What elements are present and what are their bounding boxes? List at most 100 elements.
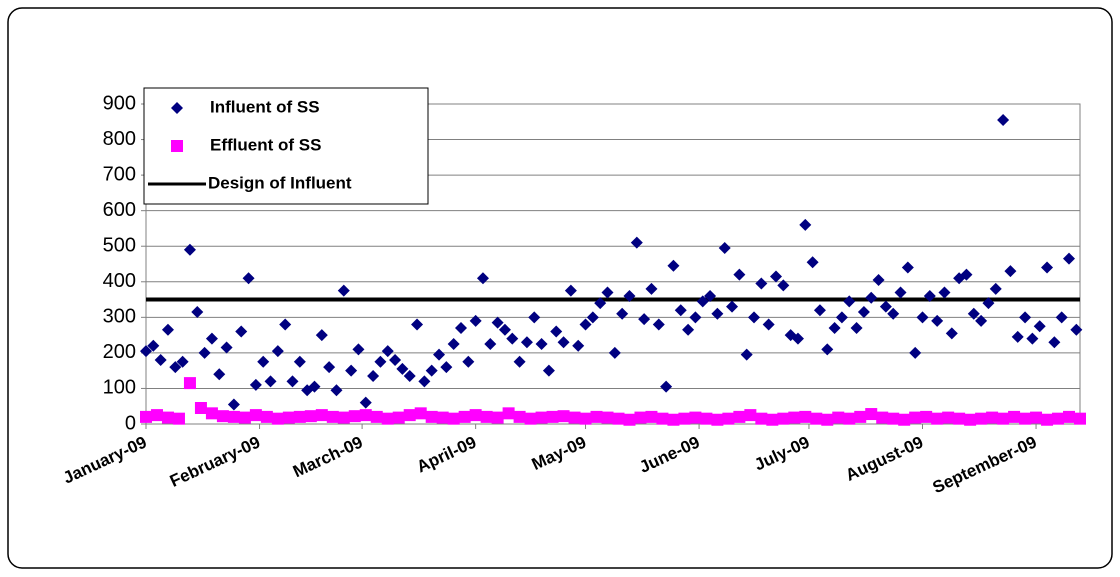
influent-point (161, 323, 174, 336)
influent-point (330, 384, 343, 397)
influent-point (257, 355, 270, 368)
influent-point (345, 364, 358, 377)
influent-point (572, 339, 585, 352)
effluent-point (678, 412, 691, 425)
influent-point (909, 346, 922, 359)
influent-point (242, 272, 255, 285)
effluent-point (887, 412, 900, 425)
effluent-point (271, 412, 284, 425)
influent-point (520, 336, 533, 349)
effluent-point (634, 411, 647, 424)
effluent-point (425, 410, 438, 423)
effluent-point (579, 412, 592, 425)
effluent-point (821, 413, 834, 426)
influent-point (169, 361, 182, 374)
effluent-point (260, 410, 273, 423)
effluent-point (513, 410, 526, 423)
influent-point (433, 348, 446, 361)
effluent-point (491, 411, 504, 424)
effluent-point (601, 411, 614, 424)
influent-point (1033, 320, 1046, 333)
effluent-point (1030, 411, 1043, 424)
influent-point (1055, 311, 1068, 324)
influent-point (462, 355, 475, 368)
effluent-point (667, 413, 680, 426)
effluent-point (568, 411, 581, 424)
y-tick-label: 200 (103, 341, 136, 363)
effluent-point (359, 409, 372, 422)
influent-point (359, 396, 372, 409)
effluent-point (810, 412, 823, 425)
influent-point (967, 307, 980, 320)
effluent-point (645, 410, 658, 423)
influent-point (418, 375, 431, 388)
influent-point (535, 338, 548, 350)
influent-point (498, 323, 511, 336)
effluent-point (722, 412, 735, 425)
influent-point (601, 286, 614, 299)
effluent-point (436, 411, 449, 424)
influent-point (652, 318, 665, 331)
influent-point (769, 270, 782, 283)
influent-point (997, 114, 1010, 126)
influent-point (740, 348, 753, 361)
effluent-point (942, 411, 955, 424)
effluent-point (205, 407, 218, 420)
effluent-point (744, 409, 757, 422)
effluent-point (975, 412, 988, 425)
legend-label: Influent of SS (210, 97, 320, 116)
influent-point (916, 311, 929, 324)
influent-point (806, 256, 819, 269)
influent-point (403, 370, 416, 382)
y-tick-label: 400 (103, 270, 136, 292)
influent-point (279, 318, 292, 331)
influent-point (857, 306, 870, 318)
influent-point (989, 282, 1002, 295)
influent-point (894, 286, 907, 299)
effluent-point (1063, 410, 1076, 423)
effluent-point (403, 409, 416, 422)
influent-point (791, 332, 804, 345)
effluent-point (183, 377, 196, 390)
effluent-point (326, 410, 339, 423)
legend-label: Effluent of SS (210, 135, 321, 154)
influent-point (711, 307, 724, 320)
effluent-point (546, 410, 559, 423)
effluent-point (843, 412, 856, 425)
effluent-point (733, 410, 746, 423)
y-tick-label: 100 (103, 377, 136, 399)
influent-point (623, 290, 636, 302)
influent-point (586, 311, 599, 324)
influent-point (271, 345, 284, 358)
influent-point (667, 259, 680, 272)
influent-point (140, 345, 152, 358)
influent-point (227, 398, 240, 411)
influent-point (564, 284, 577, 297)
effluent-point (227, 410, 240, 423)
y-tick-label: 800 (103, 128, 136, 150)
influent-point (960, 268, 973, 281)
influent-point (843, 295, 856, 308)
influent-point (154, 354, 167, 366)
influent-point (923, 290, 936, 302)
influent-point (528, 311, 541, 324)
influent-point (1048, 336, 1061, 349)
effluent-point (1041, 413, 1054, 426)
effluent-point (249, 409, 262, 422)
effluent-point (381, 412, 394, 425)
effluent-point (414, 407, 427, 420)
influent-point (887, 307, 900, 320)
effluent-point (1074, 412, 1086, 425)
effluent-point (700, 412, 713, 425)
influent-point (550, 325, 563, 338)
influent-point (454, 322, 467, 334)
effluent-point (282, 411, 295, 424)
influent-point (447, 338, 460, 350)
influent-point (198, 346, 211, 359)
y-tick-label: 0 (125, 412, 136, 434)
effluent-point (777, 412, 790, 425)
effluent-point (194, 402, 207, 414)
influent-point (1063, 252, 1076, 265)
influent-point (975, 314, 988, 327)
